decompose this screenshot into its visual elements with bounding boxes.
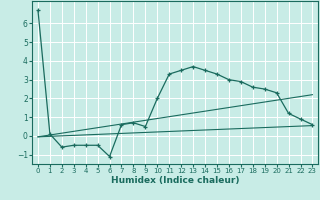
X-axis label: Humidex (Indice chaleur): Humidex (Indice chaleur) [111, 176, 239, 185]
